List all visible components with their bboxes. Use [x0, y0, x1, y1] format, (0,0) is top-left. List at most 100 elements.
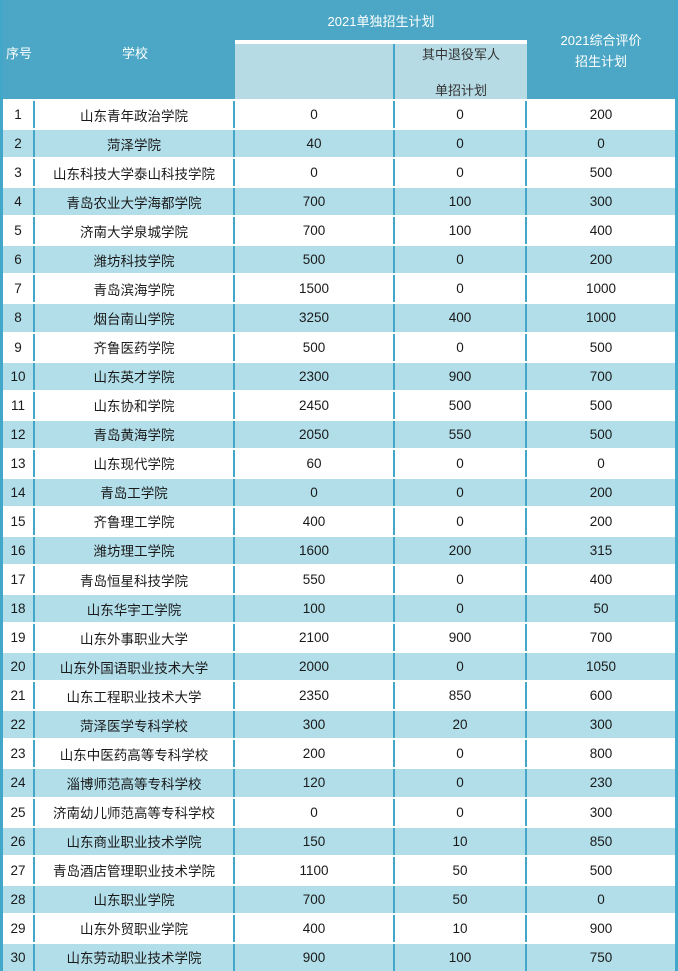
- cell-comprehensive-plan: 600: [589, 688, 613, 704]
- cell-comprehensive-plan: 700: [589, 368, 613, 384]
- cell-veteran-plan: 900: [395, 362, 527, 390]
- cell-no: 16: [3, 536, 35, 564]
- cell-no: 29: [3, 914, 35, 942]
- cell-separate-plan: 60: [235, 449, 395, 477]
- cell-school: 山东协和学院: [35, 391, 235, 419]
- cell-separate-plan: 100: [235, 595, 395, 623]
- cell-comprehensive-plan: 500: [589, 397, 613, 413]
- cell-no: 26: [3, 827, 35, 855]
- cell-veteran-plan: 900: [395, 624, 527, 652]
- cell-separate-plan: 2450: [235, 391, 395, 419]
- cell-no: 21: [3, 682, 35, 710]
- cell-separate-plan: 3250: [235, 304, 395, 332]
- cell-school: 山东外国语职业技术大学: [35, 653, 235, 681]
- cell-no: 2: [3, 130, 35, 158]
- cell-school: 山东英才学院: [35, 362, 235, 390]
- header-subcell-empty: [235, 44, 395, 99]
- cell-no: 30: [3, 943, 35, 971]
- cell-veteran-plan: 0: [395, 159, 527, 187]
- table-row: 10 山东英才学院 2300 900 700: [3, 360, 675, 390]
- cell-comprehensive-plan: 800: [589, 746, 613, 762]
- table-row: 30 山东劳动职业技术学院 900 100 750: [3, 941, 675, 971]
- cell-comprehensive-plan: 0: [597, 891, 605, 907]
- cell-veteran-plan: 850: [395, 682, 527, 710]
- cell-no: 4: [3, 188, 35, 216]
- cell-school: 山东职业学院: [35, 885, 235, 913]
- cell-separate-plan: 300: [235, 711, 395, 739]
- veteran-label-line1: 其中退役军人: [421, 47, 500, 62]
- cell-separate-plan: 0: [235, 159, 395, 187]
- cell-comprehensive-plan: 500: [589, 165, 613, 181]
- table-body: 1 山东青年政治学院 0 0 200 2 菏泽学院 40 0 0 3 山东科技大学泰山科技学院 0 0 50…: [3, 99, 675, 971]
- cell-separate-plan: 500: [235, 333, 395, 361]
- cell-comprehensive-plan: 700: [589, 630, 613, 646]
- cell-separate-plan: 0: [235, 798, 395, 826]
- table-row: 14 青岛工学院 0 0 200: [3, 476, 675, 506]
- cell-veteran-plan: 100: [395, 188, 527, 216]
- table-row: 1 山东青年政治学院 0 0 200: [3, 99, 675, 129]
- cell-separate-plan: 2350: [235, 682, 395, 710]
- cell-no: 1: [3, 101, 35, 129]
- cell-no: 23: [3, 740, 35, 768]
- cell-school: 菏泽医学专科学校: [35, 711, 235, 739]
- cell-comprehensive-plan: 315: [589, 542, 613, 558]
- cell-separate-plan: 700: [235, 217, 395, 245]
- table-row: 5 济南大学泉城学院 700 100 400: [3, 215, 675, 245]
- cell-comprehensive-plan: 200: [589, 513, 613, 529]
- cell-no: 13: [3, 449, 35, 477]
- cell-veteran-plan: 50: [395, 885, 527, 913]
- cell-separate-plan: 1100: [235, 856, 395, 884]
- cell-no: 28: [3, 885, 35, 913]
- cell-no: 24: [3, 769, 35, 797]
- cell-veteran-plan: 550: [395, 420, 527, 448]
- cell-separate-plan: 2300: [235, 362, 395, 390]
- cell-separate-plan: 550: [235, 566, 395, 594]
- cell-veteran-plan: 100: [395, 943, 527, 971]
- cell-no: 7: [3, 275, 35, 303]
- cell-school: 青岛黄海学院: [35, 420, 235, 448]
- cell-comprehensive-plan: 400: [589, 572, 613, 588]
- table-row: 16 潍坊理工学院 1600 200 315: [3, 534, 675, 564]
- cell-school: 山东工程职业技术大学: [35, 682, 235, 710]
- cell-no: 9: [3, 333, 35, 361]
- cell-separate-plan: 400: [235, 914, 395, 942]
- cell-separate-plan: 1500: [235, 275, 395, 303]
- cell-separate-plan: 0: [235, 478, 395, 506]
- cell-school: 青岛酒店管理职业技术学院: [35, 856, 235, 884]
- cell-school: 山东商业职业技术学院: [35, 827, 235, 855]
- cell-no: 17: [3, 566, 35, 594]
- table-row: 4 青岛农业大学海都学院 700 100 300: [3, 186, 675, 216]
- cell-comprehensive-plan: 1000: [585, 281, 617, 297]
- table-row: 29 山东外贸职业学院 400 10 900: [3, 912, 675, 942]
- table-row: 12 青岛黄海学院 2050 550 500: [3, 418, 675, 448]
- cell-school: 齐鲁理工学院: [35, 507, 235, 535]
- cell-no: 14: [3, 478, 35, 506]
- cell-veteran-plan: 400: [395, 304, 527, 332]
- cell-no: 18: [3, 595, 35, 623]
- table-row: 11 山东协和学院 2450 500 500: [3, 389, 675, 419]
- cell-separate-plan: 40: [235, 130, 395, 158]
- cell-separate-plan: 2000: [235, 653, 395, 681]
- cell-separate-plan: 200: [235, 740, 395, 768]
- cell-no: 11: [3, 391, 35, 419]
- cell-no: 15: [3, 507, 35, 535]
- table-row: 17 青岛恒星科技学院 550 0 400: [3, 564, 675, 594]
- cell-school: 山东外事职业大学: [35, 624, 235, 652]
- cell-veteran-plan: 0: [395, 595, 527, 623]
- cell-school: 青岛农业大学海都学院: [35, 188, 235, 216]
- table-row: 15 齐鲁理工学院 400 0 200: [3, 505, 675, 535]
- cell-no: 5: [3, 217, 35, 245]
- cell-no: 25: [3, 798, 35, 826]
- cell-school: 山东青年政治学院: [35, 101, 235, 129]
- cell-veteran-plan: 0: [395, 769, 527, 797]
- cell-veteran-plan: 0: [395, 740, 527, 768]
- cell-comprehensive-plan: 200: [589, 107, 613, 123]
- cell-school: 山东现代学院: [35, 449, 235, 477]
- cell-comprehensive-plan: 0: [597, 455, 605, 471]
- cell-no: 8: [3, 304, 35, 332]
- cell-school: 菏泽学院: [35, 130, 235, 158]
- cell-comprehensive-plan: 1000: [585, 310, 617, 326]
- cell-separate-plan: 700: [235, 885, 395, 913]
- comprehensive-label-line1: 2021综合评价: [560, 33, 642, 48]
- veteran-label-line2: 单招计划: [434, 83, 487, 98]
